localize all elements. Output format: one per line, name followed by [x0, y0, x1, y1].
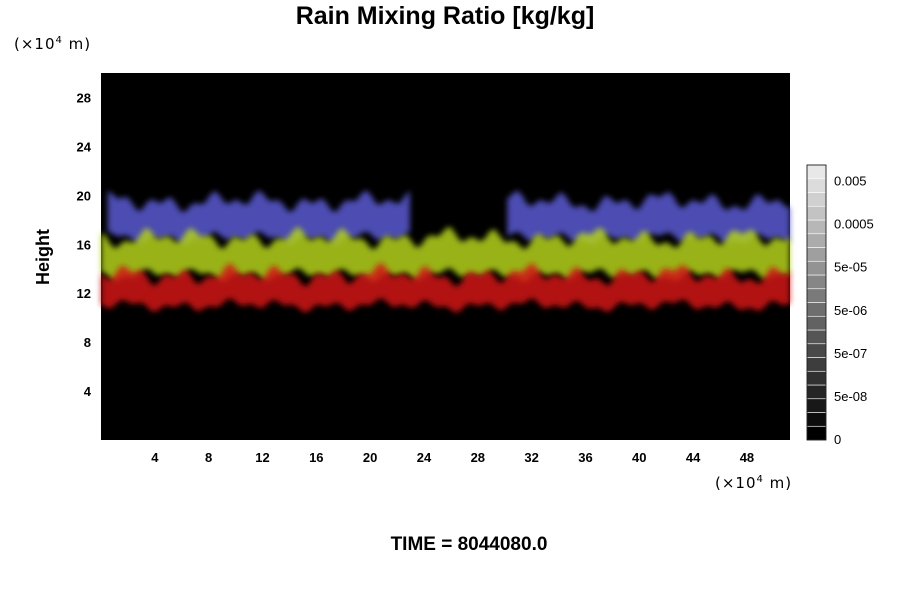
colorbar-swatch [806, 425, 827, 441]
colorbar-border [806, 164, 827, 441]
x-unit-base: (×10 [715, 474, 757, 492]
y-unit-rest: m) [63, 35, 91, 53]
colorbar-swatch [806, 219, 827, 235]
colorbar-swatch [806, 247, 827, 262]
colorbar [806, 164, 827, 441]
x-tick-label: 28 [471, 450, 485, 465]
chart-title: Rain Mixing Ratio [kg/kg] [296, 2, 595, 30]
x-tick-labels: 4 8 12 16 20 24 28 32 36 40 44 48 [151, 450, 754, 465]
colorbar-swatch [806, 233, 827, 248]
x-tick-label: 4 [151, 450, 159, 465]
colorbar-swatch [806, 205, 827, 221]
x-tick-label: 40 [632, 450, 646, 465]
colorbar-label: 0 [834, 432, 841, 447]
x-tick-label: 24 [417, 450, 432, 465]
x-tick-label: 48 [740, 450, 754, 465]
colorbar-swatch [806, 192, 827, 207]
colorbar-label: 0.0005 [834, 217, 874, 232]
heatmap-layers [101, 190, 790, 313]
x-tick-label: 12 [255, 450, 269, 465]
colorbar-swatch [806, 384, 827, 400]
x-tick-label: 8 [205, 450, 212, 465]
colorbar-swatch [806, 370, 827, 386]
x-tick-label: 32 [524, 450, 538, 465]
y-tick-label: 28 [77, 90, 91, 105]
colorbar-swatch [806, 164, 827, 180]
colorbar-swatch [806, 315, 827, 331]
x-tick-label: 16 [309, 450, 323, 465]
colorbar-swatch [806, 398, 827, 413]
x-axis-unit: (×104 m) [715, 474, 792, 492]
y-tick-label: 4 [84, 384, 92, 399]
x-tick-label: 20 [363, 450, 377, 465]
heatmap-band [507, 190, 790, 244]
y-tick-label: 20 [77, 188, 91, 203]
colorbar-swatch [806, 260, 827, 276]
y-unit-base: (×10 [14, 35, 56, 53]
colorbar-label: 0.005 [834, 174, 867, 189]
x-tick-label: 36 [578, 450, 592, 465]
y-axis-unit: (×104 m) [14, 35, 91, 53]
colorbar-swatch [806, 302, 827, 317]
y-tick-labels: 4 8 12 16 20 24 28 [77, 90, 92, 399]
colorbar-swatch [806, 329, 827, 345]
colorbar-swatch [806, 343, 827, 358]
time-label: TIME = 8044080.0 [391, 534, 548, 555]
colorbar-swatch [806, 274, 827, 290]
x-tick-label: 44 [686, 450, 701, 465]
colorbar-swatch [806, 357, 827, 372]
heatmap-band [101, 262, 790, 313]
x-unit-rest: m) [764, 474, 792, 492]
colorbar-swatch [806, 288, 827, 303]
colorbar-label: 5e-05 [834, 260, 867, 275]
colorbar-swatch [806, 178, 827, 193]
heatmap-band [107, 190, 410, 245]
y-tick-label: 16 [77, 237, 91, 252]
y-tick-label: 24 [77, 139, 92, 154]
colorbar-swatch [806, 412, 827, 427]
colorbar-label: 5e-08 [834, 389, 867, 404]
colorbar-label: 5e-07 [834, 346, 867, 361]
y-tick-label: 8 [84, 335, 91, 350]
colorbar-label: 5e-06 [834, 303, 867, 318]
y-axis-label: Height [33, 229, 53, 285]
y-unit-exp: 4 [56, 35, 63, 46]
x-unit-exp: 4 [757, 474, 764, 485]
colorbar-labels: 0 5e-08 5e-07 5e-06 5e-05 0.0005 0.005 [834, 174, 874, 448]
y-tick-label: 12 [77, 286, 91, 301]
